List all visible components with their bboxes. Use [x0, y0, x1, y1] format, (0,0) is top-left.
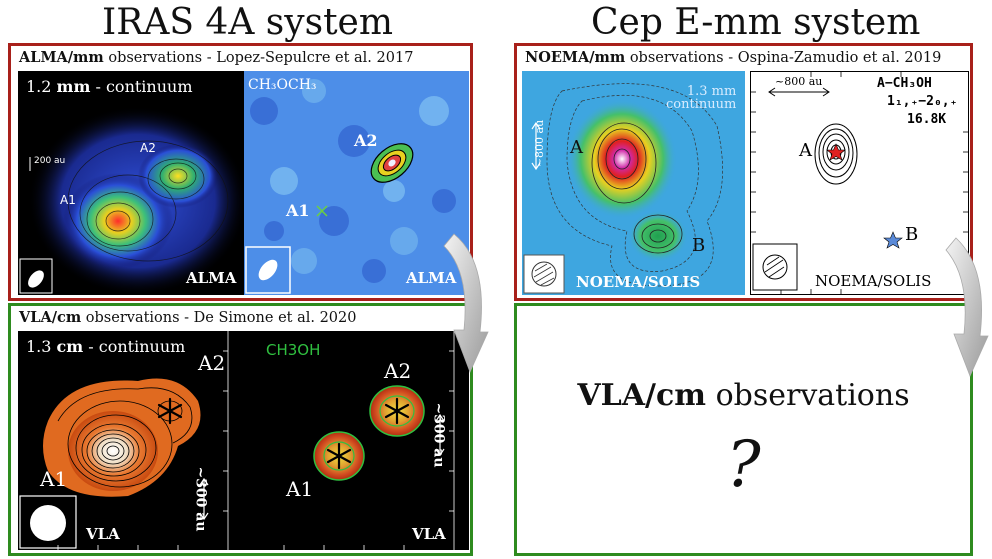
- noema-transition-label: 1₁,₊−2₀,₊: [887, 94, 958, 109]
- vla-right-a1-label: A1: [286, 477, 314, 501]
- alma-scale-label: 200 au: [34, 156, 66, 166]
- noema-a-label: A: [570, 137, 583, 158]
- noema-panel-title: NOEMA/mm observations - Ospina-Zamudio e…: [525, 49, 942, 66]
- alma-panel: ALMA/mm observations - Lopez-Sepulcre et…: [8, 43, 473, 301]
- noema-right-scale-label: ~800 au: [775, 75, 823, 88]
- noema-energy-label: 16.8K: [907, 112, 947, 127]
- alma-continuum-map: 1.2 mm - continuum 200 au A2 A1 ALMA: [18, 71, 244, 295]
- vla-ch3oh-map: CH3OH A2 A1 ~300 au VLA: [244, 331, 469, 550]
- noema-molecule-label: A−CH₃OH: [877, 76, 932, 91]
- vla-continuum-label: 1.3 cm - continuum: [26, 337, 186, 356]
- question-mark: ?: [726, 428, 761, 502]
- vla-panel-title: VLA/cm observations - De Simone et al. 2…: [19, 309, 357, 326]
- alma-footer-right: ALMA: [406, 269, 457, 287]
- alma-a2-label: A2: [140, 141, 156, 155]
- alma-right-a2-label: A2: [354, 131, 378, 150]
- vla-a1-label: A1: [40, 467, 68, 491]
- alma-ch3och3-label: CH₃OCH₃: [248, 77, 317, 93]
- noema-continuum-map: 1.3 mm continuum ~800 au A B NOEMA/SOLIS: [522, 71, 745, 295]
- vla-ch3oh-label: CH3OH: [266, 341, 321, 359]
- cepe-title: Cep E-mm system: [591, 2, 921, 43]
- noema-right-b-label: B: [905, 224, 919, 245]
- noema-right-a-label: A: [799, 140, 812, 161]
- noema-footer-right: NOEMA/SOLIS: [815, 272, 932, 290]
- noema-b-label: B: [692, 235, 706, 256]
- noema-footer-left: NOEMA/SOLIS: [576, 273, 701, 291]
- vla-right-scale-label: ~300 au: [430, 402, 447, 468]
- alma-to-vla-arrow-icon: [443, 233, 489, 374]
- noema-ch3oh-map: ~800 au A−CH₃OH 1₁,₊−2₀,₊ 16.8K A B NOEM…: [750, 71, 969, 295]
- noema-to-vla-arrow-icon: [945, 237, 989, 378]
- alma-panel-title: ALMA/mm observations - Lopez-Sepulcre et…: [19, 49, 414, 66]
- alma-right-a1-label: A1: [286, 201, 310, 220]
- alma-footer-left: ALMA: [186, 269, 237, 287]
- vla-a2-label: A2: [198, 351, 226, 375]
- vla-continuum-map: 1.3 cm - continuum A2 A1 ~300 au VLA: [18, 331, 244, 550]
- alma-a1-label: A1: [60, 193, 76, 207]
- iras4a-title: IRAS 4A system: [102, 2, 393, 43]
- vla-panel: VLA/cm observations - De Simone et al. 2…: [8, 303, 473, 556]
- alma-continuum-label: 1.2 mm - continuum: [26, 77, 193, 96]
- vla-scale-label: ~300 au: [192, 466, 209, 532]
- vla-footer-right: VLA: [412, 525, 446, 543]
- alma-ch3och3-map: CH₃OCH₃ A2 A1 ALMA: [244, 71, 469, 295]
- cep-vla-text: VLA/cm observations: [577, 378, 910, 413]
- cep-vla-panel: VLA/cm observations ?: [514, 303, 973, 556]
- noema-panel: NOEMA/mm observations - Ospina-Zamudio e…: [514, 43, 973, 301]
- vla-right-a2-label: A2: [384, 359, 412, 383]
- noema-scale-label: ~800 au: [533, 119, 547, 168]
- vla-footer-left: VLA: [86, 525, 120, 543]
- noema-continuum-label: 1.3 mm continuum: [666, 84, 737, 112]
